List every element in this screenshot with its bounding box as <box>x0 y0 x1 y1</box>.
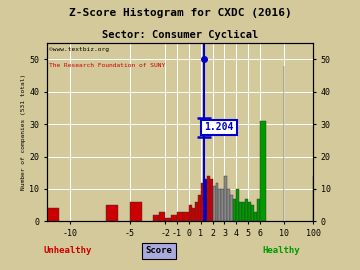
Bar <box>224 176 228 221</box>
Text: ©www.textbiz.org: ©www.textbiz.org <box>49 47 109 52</box>
Bar <box>216 183 219 221</box>
Bar <box>248 202 251 221</box>
Bar <box>242 202 245 221</box>
Bar <box>230 195 233 221</box>
Bar <box>201 183 204 221</box>
Bar <box>189 205 192 221</box>
Text: Z-Score Histogram for CXDC (2016): Z-Score Histogram for CXDC (2016) <box>69 8 291 18</box>
Bar <box>171 215 177 221</box>
Bar <box>257 199 260 221</box>
Text: The Research Foundation of SUNY: The Research Foundation of SUNY <box>49 63 166 68</box>
Bar <box>228 189 230 221</box>
Text: Score: Score <box>145 246 172 255</box>
Bar <box>130 202 141 221</box>
Bar <box>221 189 224 221</box>
Bar <box>254 212 257 221</box>
Bar <box>192 208 195 221</box>
Bar <box>153 215 159 221</box>
Bar <box>239 202 242 221</box>
Bar <box>204 179 207 221</box>
Bar <box>207 176 210 221</box>
Bar <box>236 189 239 221</box>
Bar <box>177 212 183 221</box>
Text: Healthy: Healthy <box>262 246 300 255</box>
Text: Sector: Consumer Cyclical: Sector: Consumer Cyclical <box>102 30 258 40</box>
Bar <box>159 212 165 221</box>
Bar <box>233 199 236 221</box>
Bar <box>165 218 171 221</box>
Bar <box>260 121 266 221</box>
Bar <box>219 189 221 221</box>
Bar <box>47 208 59 221</box>
Bar <box>198 195 201 221</box>
Bar <box>210 179 212 221</box>
Bar <box>106 205 118 221</box>
Text: 1.204: 1.204 <box>204 122 234 133</box>
Bar <box>195 202 198 221</box>
Bar <box>183 212 189 221</box>
Bar <box>245 199 248 221</box>
Y-axis label: Number of companies (531 total): Number of companies (531 total) <box>21 74 26 190</box>
Bar <box>251 205 254 221</box>
Bar <box>212 186 216 221</box>
Text: Unhealthy: Unhealthy <box>44 246 92 255</box>
